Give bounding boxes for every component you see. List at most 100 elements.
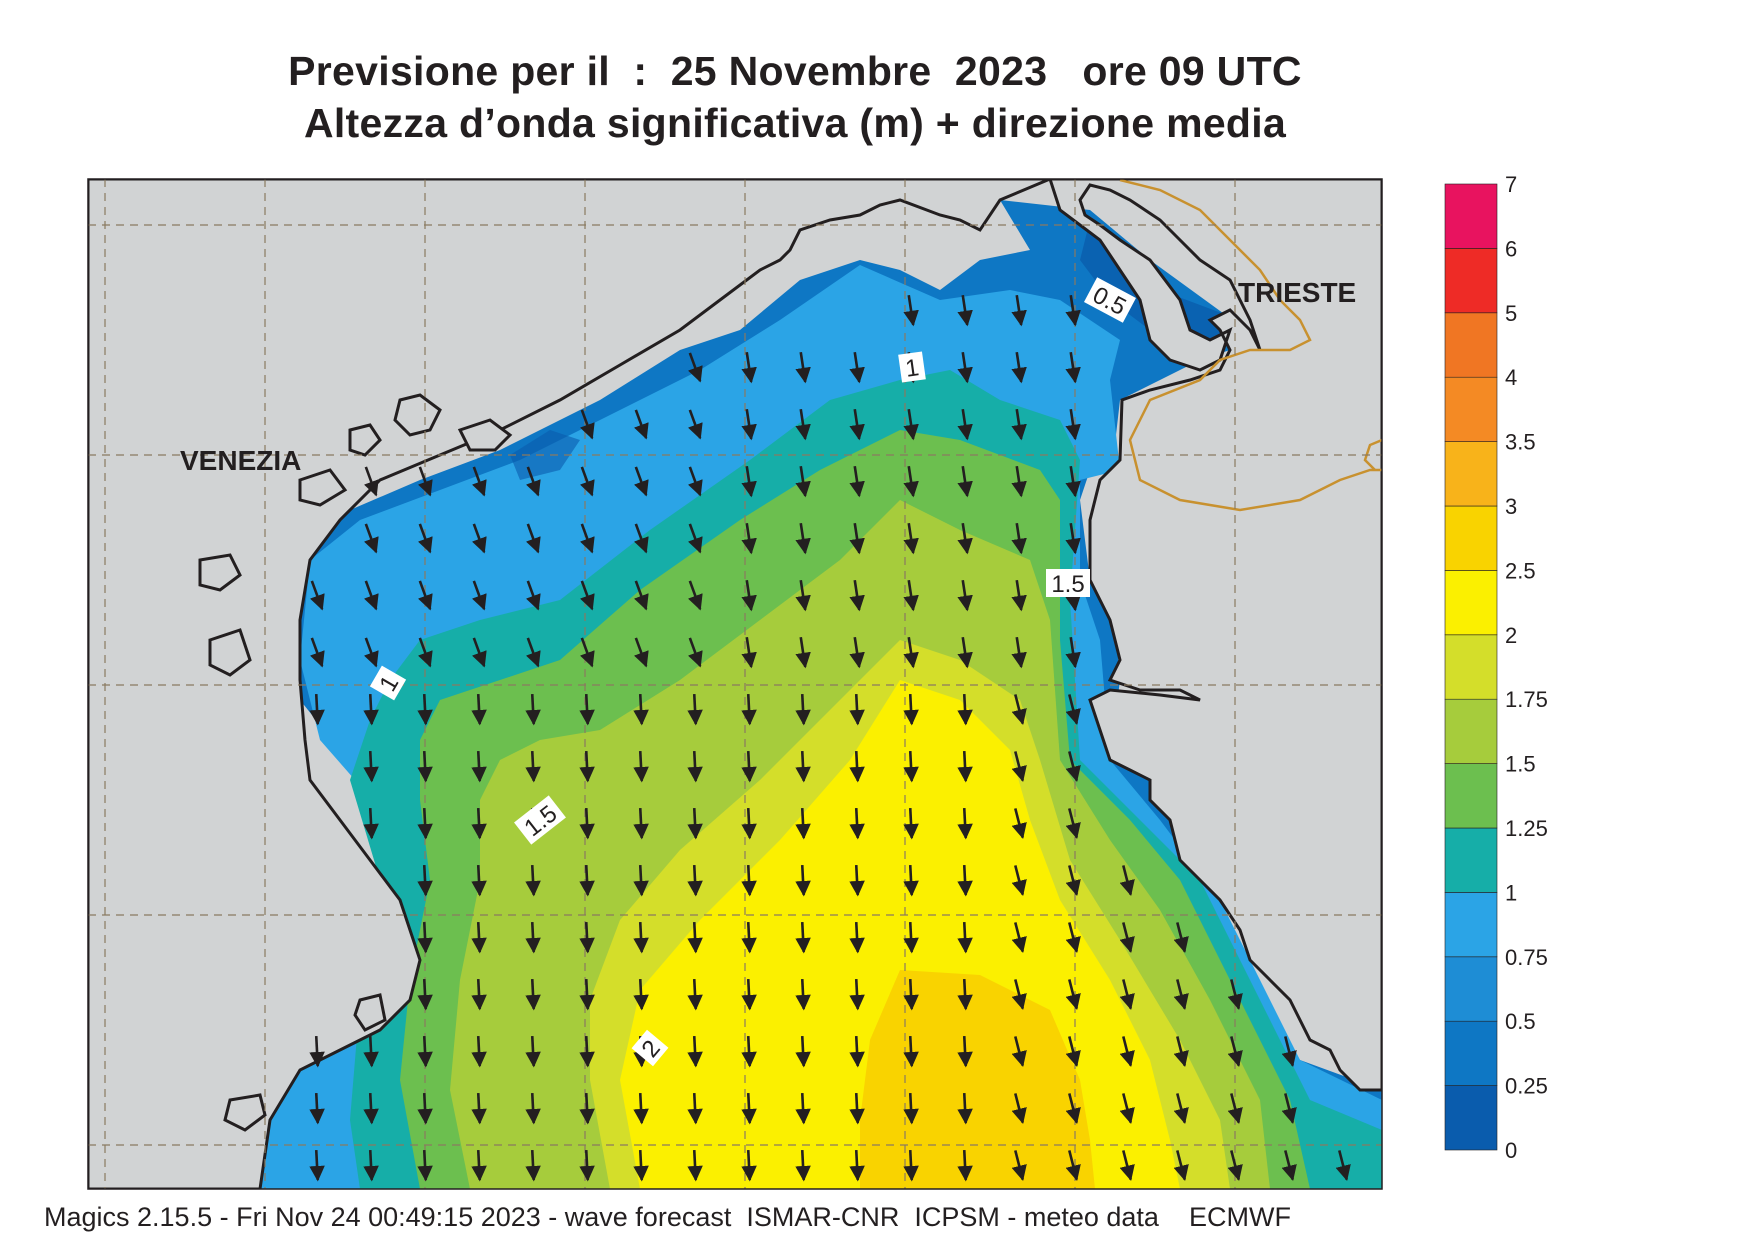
direction-arrow <box>849 864 865 897</box>
direction-arrow <box>633 864 649 897</box>
direction-arrow <box>1065 294 1081 327</box>
legend-level-label: 3.5 <box>1505 430 1536 455</box>
direction-arrow <box>795 1092 811 1125</box>
legend-swatch <box>1444 1085 1498 1151</box>
direction-arrow <box>579 864 595 897</box>
direction-arrow <box>525 1092 541 1125</box>
city-label-venezia: VENEZIA <box>180 445 301 476</box>
direction-arrow <box>1011 694 1027 726</box>
direction-arrow <box>687 693 703 726</box>
direction-arrow <box>1281 1093 1297 1125</box>
direction-arrow <box>1227 1093 1243 1125</box>
state-border <box>1363 438 1382 471</box>
direction-arrow <box>1119 1093 1135 1125</box>
direction-arrow <box>633 1149 649 1182</box>
direction-arrow <box>418 466 433 497</box>
legend-swatch <box>1444 956 1498 1022</box>
direction-arrow <box>1281 1150 1297 1182</box>
direction-arrow <box>957 636 973 669</box>
direction-arrow <box>634 580 649 611</box>
legend-swatch <box>1444 763 1498 829</box>
legend-level-label: 6 <box>1505 236 1517 261</box>
legend-swatch <box>1444 248 1498 314</box>
direction-arrow <box>634 523 649 554</box>
direction-arrow <box>849 465 865 498</box>
direction-arrow <box>580 580 595 611</box>
direction-arrow <box>687 750 703 783</box>
direction-arrow <box>903 978 919 1011</box>
chart-title: Previsione per il : 25 Novembre 2023 ore… <box>288 48 1302 94</box>
contour-label-1.5: 1.5 <box>1046 569 1090 598</box>
direction-arrow <box>903 408 919 441</box>
direction-arrow <box>417 807 433 840</box>
legend-level-label: 1.5 <box>1505 752 1536 777</box>
direction-arrow <box>1119 922 1135 954</box>
direction-arrow <box>1065 979 1081 1011</box>
direction-arrow <box>957 294 973 327</box>
chart-subtitle: Altezza d’onda significativa (m) + direz… <box>303 100 1287 146</box>
direction-arrow <box>363 807 379 840</box>
direction-arrow <box>364 523 379 554</box>
direction-arrow <box>525 693 541 726</box>
direction-arrow <box>363 750 379 783</box>
direction-arrow <box>849 693 865 726</box>
direction-arrow <box>957 1035 973 1068</box>
direction-arrow <box>471 978 487 1011</box>
direction-arrow <box>795 807 811 840</box>
direction-arrow <box>903 522 919 555</box>
direction-arrow <box>310 637 325 668</box>
legend-swatch <box>1444 312 1498 378</box>
direction-arrow <box>310 580 325 611</box>
direction-arrow <box>579 1092 595 1125</box>
direction-arrow <box>1011 351 1027 384</box>
legend-level-label: 0.75 <box>1505 945 1548 970</box>
legend-level-label: 1 <box>1505 880 1517 905</box>
direction-arrow <box>688 580 703 611</box>
direction-arrow <box>795 636 811 669</box>
direction-arrow <box>417 750 433 783</box>
legend-swatch <box>1444 698 1498 764</box>
direction-arrow <box>525 921 541 954</box>
direction-arrow <box>687 1149 703 1182</box>
direction-arrow <box>525 1149 541 1182</box>
direction-arrow <box>687 978 703 1011</box>
direction-arrow <box>363 693 379 726</box>
legend-level-label: 7 <box>1505 172 1517 197</box>
direction-arrow <box>849 408 865 441</box>
direction-arrow <box>1011 1093 1027 1125</box>
direction-arrow <box>525 864 541 897</box>
direction-arrow <box>526 523 541 554</box>
direction-arrow <box>741 351 757 384</box>
legend-swatch <box>1444 441 1498 507</box>
direction-arrow <box>1011 636 1027 669</box>
direction-arrow <box>795 750 811 783</box>
direction-arrow <box>1011 808 1027 840</box>
direction-arrow <box>1173 922 1189 954</box>
direction-arrow <box>1227 1150 1243 1182</box>
direction-arrow <box>633 1092 649 1125</box>
direction-arrow <box>309 1149 325 1182</box>
direction-arrow <box>1065 408 1081 441</box>
direction-arrow <box>741 579 757 612</box>
legend-swatch <box>1444 1020 1498 1086</box>
direction-arrow <box>417 1035 433 1068</box>
direction-arrow <box>580 409 595 440</box>
svg-text:1.5: 1.5 <box>1051 571 1084 598</box>
direction-arrow <box>1119 865 1135 897</box>
direction-arrow <box>849 522 865 555</box>
direction-arrow <box>1065 808 1081 840</box>
direction-arrow <box>795 522 811 555</box>
direction-arrow <box>309 1035 325 1068</box>
city-label-trieste: TRIESTE <box>1238 277 1356 308</box>
direction-arrow <box>363 1149 379 1182</box>
direction-arrow <box>849 921 865 954</box>
direction-arrow <box>364 637 379 668</box>
direction-arrow <box>472 523 487 554</box>
legend-level-label: 1.75 <box>1505 687 1548 712</box>
direction-arrow <box>364 580 379 611</box>
direction-arrow <box>795 978 811 1011</box>
direction-arrow <box>1119 1150 1135 1182</box>
legend-level-label: 4 <box>1505 365 1517 390</box>
direction-arrow <box>903 693 919 726</box>
